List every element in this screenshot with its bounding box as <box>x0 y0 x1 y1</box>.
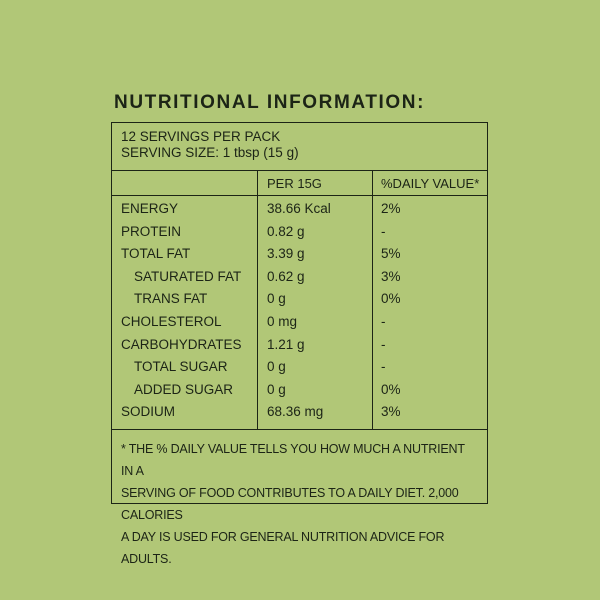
table-row: CARBOHYDRATES 1.21 g - <box>112 337 487 360</box>
footnote-line: SERVING OF FOOD CONTRIBUTES TO A DAILY D… <box>121 486 459 522</box>
nutrient-name: SATURATED FAT <box>134 268 242 284</box>
footnote: * THE % DAILY VALUE TELLS YOU HOW MUCH A… <box>121 438 479 570</box>
nutrient-value: 0.82 g <box>267 223 305 239</box>
table-row: CHOLESTEROL 0 mg - <box>112 314 487 337</box>
nutrient-value: 0 mg <box>267 314 298 329</box>
nutrient-name: ENERGY <box>121 201 179 216</box>
nutrient-name: TOTAL FAT <box>121 246 191 262</box>
nutrient-name: CARBOHYDRATES <box>121 336 242 352</box>
footnote-line: * THE % DAILY VALUE TELLS YOU HOW MUCH A… <box>121 442 465 478</box>
nutrient-value: 3.39 g <box>267 246 305 262</box>
nutrient-value: 0.62 g <box>267 268 305 284</box>
nutrient-name: TRANS FAT <box>134 291 208 307</box>
serving-size: SERVING SIZE: 1 tbsp (15 g) <box>121 145 299 160</box>
table-row: PROTEIN 0.82 g - <box>112 224 487 247</box>
nutrition-table: 12 SERVINGS PER PACK SERVING SIZE: 1 tbs… <box>111 122 488 566</box>
table-row: SATURATED FAT 0.62 g 3% <box>112 269 487 292</box>
servings-per-pack: 12 SERVINGS PER PACK <box>121 129 281 144</box>
table-row: ENERGY 38.66 Kcal 2% <box>112 201 487 224</box>
nutrient-daily-value: 3% <box>381 268 401 284</box>
nutrient-daily-value: - <box>381 314 386 329</box>
column-divider <box>257 170 258 429</box>
column-divider <box>372 170 373 429</box>
divider <box>112 429 487 430</box>
nutrient-name: PROTEIN <box>121 223 182 239</box>
nutrient-daily-value: 3% <box>381 404 401 420</box>
table-row: TOTAL FAT 3.39 g 5% <box>112 246 487 269</box>
nutrient-daily-value: - <box>381 336 386 352</box>
nutrient-name: TOTAL SUGAR <box>134 359 228 375</box>
nutrient-name: ADDED SUGAR <box>134 381 234 397</box>
nutrient-daily-value: - <box>381 359 386 375</box>
nutrient-value: 38.66 Kcal <box>267 201 331 216</box>
nutrient-value: 0 g <box>267 291 286 307</box>
nutrient-daily-value: - <box>381 223 386 239</box>
divider <box>112 170 487 171</box>
nutrient-name: SODIUM <box>121 404 175 420</box>
page-title: NUTRITIONAL INFORMATION: <box>114 92 426 113</box>
table-row: TRANS FAT 0 g 0% <box>112 291 487 314</box>
header-per-serving: PER 15G <box>267 176 322 191</box>
nutrient-daily-value: 0% <box>381 291 401 307</box>
table-row: SODIUM 68.36 mg 3% <box>112 404 487 427</box>
nutrient-daily-value: 2% <box>381 201 401 216</box>
nutrient-name: CHOLESTEROL <box>121 314 222 329</box>
nutrient-value: 0 g <box>267 381 286 397</box>
nutrient-value: 0 g <box>267 359 286 375</box>
serving-info: 12 SERVINGS PER PACK SERVING SIZE: 1 tbs… <box>121 129 299 161</box>
table-row: ADDED SUGAR 0 g 0% <box>112 382 487 405</box>
divider <box>112 195 487 196</box>
nutrient-value: 68.36 mg <box>267 404 324 420</box>
nutrient-daily-value: 0% <box>381 381 401 397</box>
nutrient-value: 1.21 g <box>267 336 305 352</box>
header-daily-value: %DAILY VALUE* <box>381 176 480 191</box>
footnote-line: A DAY IS USED FOR GENERAL NUTRITION ADVI… <box>121 530 445 566</box>
nutrient-daily-value: 5% <box>381 246 401 262</box>
table-row: TOTAL SUGAR 0 g - <box>112 359 487 382</box>
